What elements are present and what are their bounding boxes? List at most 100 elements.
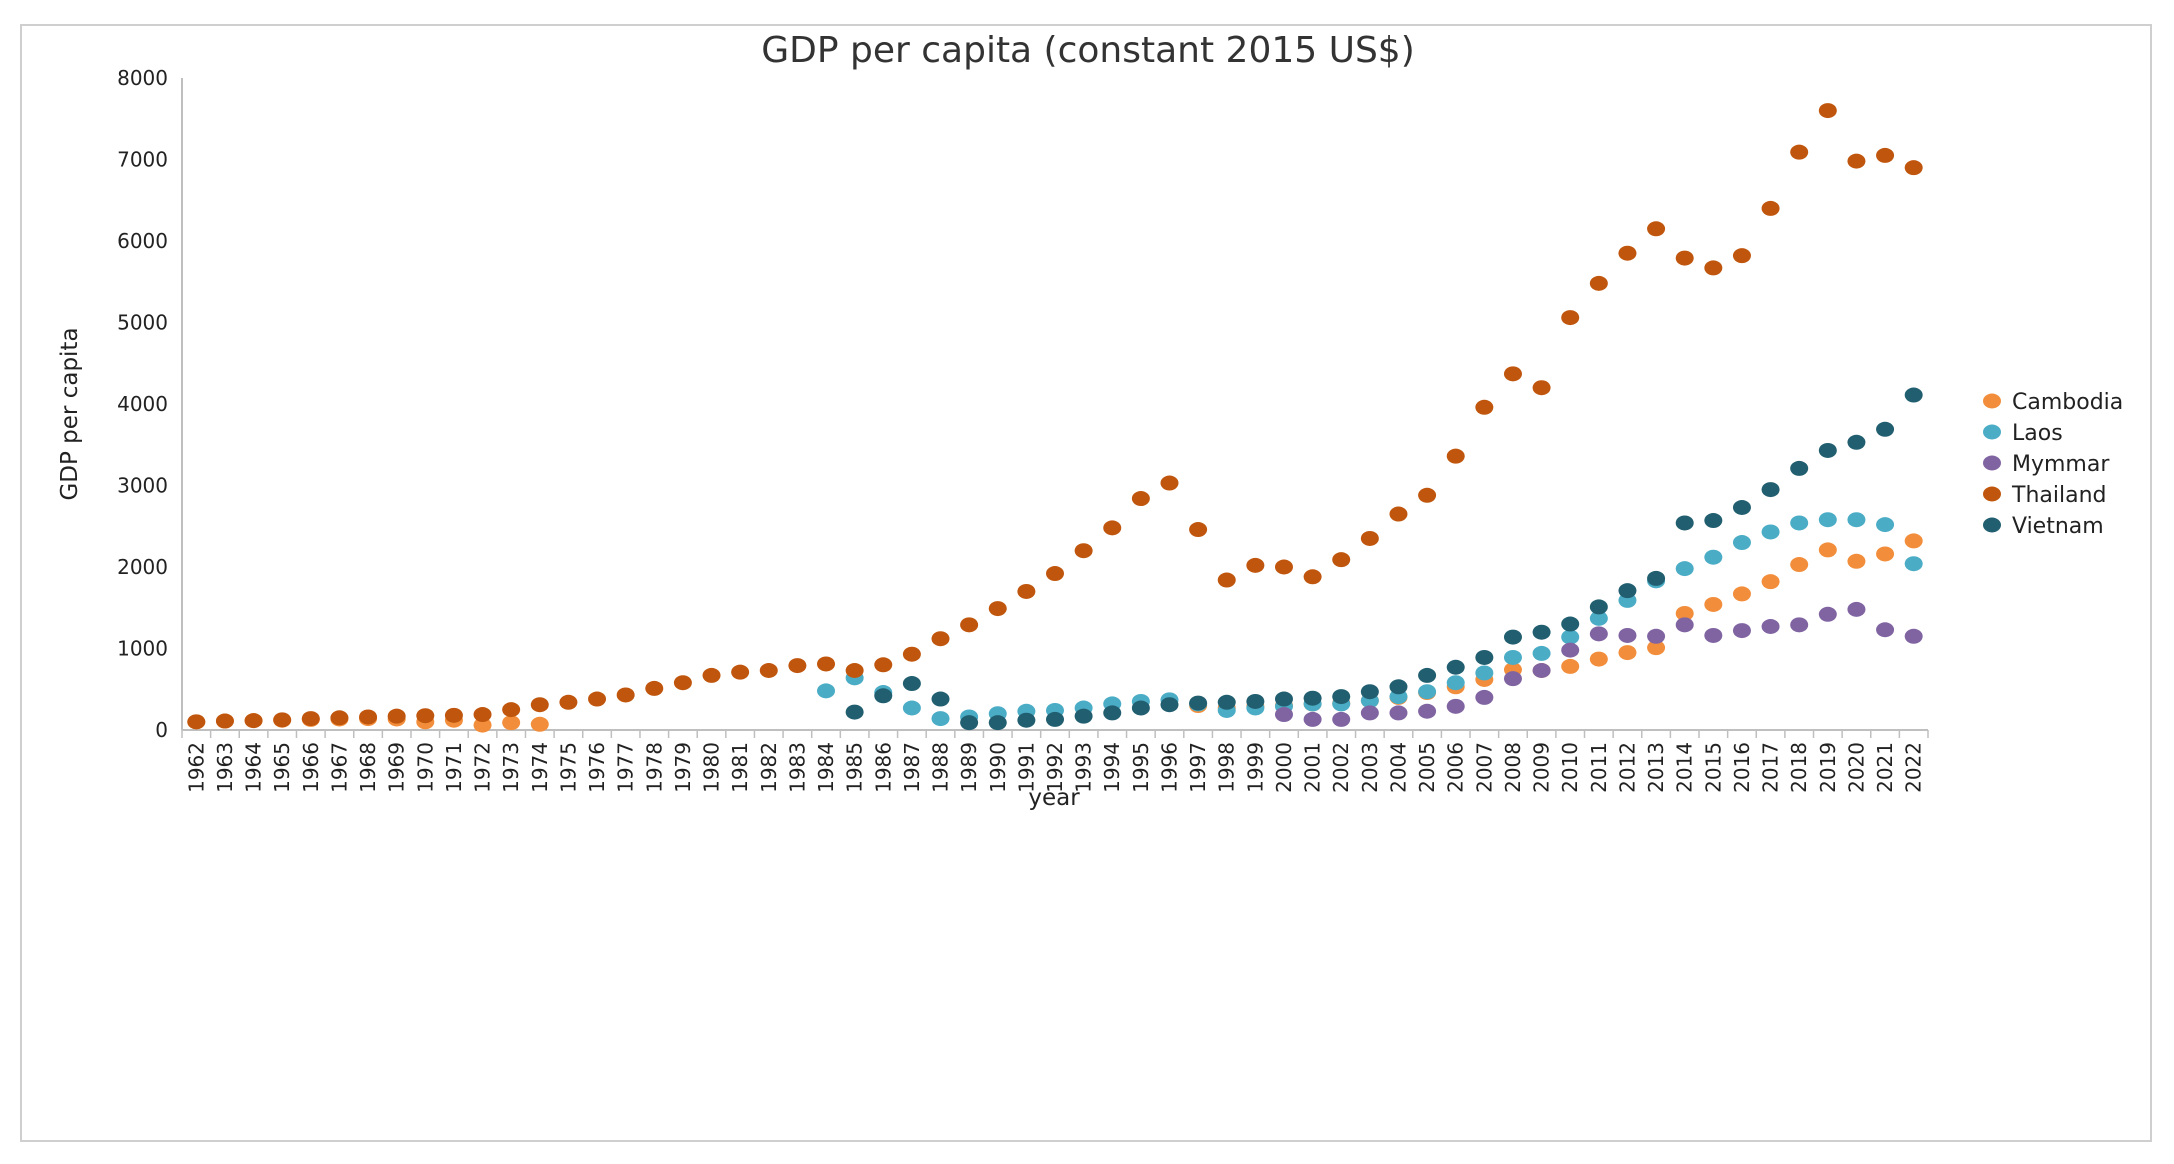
data-point-mymmar [1532, 663, 1551, 679]
x-tick-label: 2000 [1272, 742, 1296, 793]
data-point-vietnam [1160, 697, 1179, 713]
data-point-thailand [359, 709, 378, 725]
x-tick-label: 2001 [1301, 742, 1325, 793]
x-tick-label: 1973 [499, 742, 523, 793]
x-tick-label: 1996 [1157, 742, 1181, 793]
x-tick-label: 2014 [1673, 742, 1697, 793]
data-point-thailand [902, 646, 921, 662]
data-point-thailand [1160, 475, 1179, 491]
data-point-vietnam [1217, 694, 1236, 710]
data-point-laos [817, 683, 836, 699]
x-tick-label: 1964 [242, 742, 266, 793]
x-tick-label: 1980 [700, 742, 724, 793]
data-point-cambodia [502, 715, 521, 731]
x-tick-label: 1993 [1072, 742, 1096, 793]
legend-marker [1983, 486, 2001, 502]
data-point-thailand [788, 658, 807, 674]
data-point-thailand [1046, 566, 1064, 582]
data-point-thailand [960, 617, 979, 633]
data-point-cambodia [1790, 557, 1809, 573]
x-tick-label: 1987 [900, 742, 924, 793]
y-axis-title: GDP per capita [57, 327, 83, 500]
y-tick-label: 3000 [117, 474, 168, 498]
x-tick-label: 1994 [1100, 742, 1124, 793]
data-point-mymmar [1589, 626, 1608, 642]
x-tick-label: 2010 [1558, 742, 1582, 793]
x-tick-label: 2011 [1587, 742, 1611, 793]
x-tick-label: 1963 [213, 742, 237, 793]
data-point-laos [1761, 524, 1780, 540]
data-point-vietnam [1475, 649, 1494, 665]
data-point-thailand [244, 713, 263, 729]
data-point-thailand [1847, 153, 1866, 169]
x-tick-label: 1999 [1243, 742, 1267, 793]
data-point-thailand [1732, 248, 1751, 264]
data-point-thailand [616, 687, 635, 703]
data-point-laos [1904, 556, 1923, 572]
data-point-cambodia [530, 716, 549, 732]
data-point-vietnam [1503, 629, 1522, 645]
x-tick-label: 1981 [728, 742, 752, 793]
data-point-vietnam [1618, 583, 1637, 599]
data-point-vietnam [988, 715, 1007, 731]
data-point-thailand [988, 601, 1007, 617]
data-point-mymmar [1847, 601, 1866, 617]
data-point-thailand [1189, 522, 1208, 538]
x-tick-label: 1965 [270, 742, 294, 793]
x-tick-label: 2013 [1644, 742, 1668, 793]
x-tick-label: 2018 [1787, 742, 1811, 793]
data-point-vietnam [1876, 421, 1895, 437]
data-point-cambodia [1818, 542, 1837, 558]
data-point-cambodia [1847, 553, 1866, 569]
data-point-vietnam [1017, 712, 1036, 728]
data-point-mymmar [1418, 703, 1437, 719]
data-point-cambodia [1761, 574, 1780, 590]
legend-marker [1983, 517, 2001, 533]
data-point-thailand [502, 702, 521, 718]
y-tick-label: 6000 [117, 229, 168, 253]
data-point-thailand [731, 664, 750, 680]
x-tick-label: 1983 [785, 742, 809, 793]
x-tick-label: 2016 [1730, 742, 1754, 793]
gdp-scatter-chart: GDP per capita (constant 2015 US$) GDP p… [57, 30, 2123, 811]
data-point-thailand [1532, 380, 1551, 396]
x-tick-label: 2015 [1701, 742, 1725, 793]
y-tick-label: 0 [155, 718, 168, 742]
legend-label: Vietnam [2012, 514, 2104, 539]
data-point-thailand [817, 656, 836, 672]
data-point-thailand [387, 708, 406, 724]
legend-label: Thailand [2011, 483, 2106, 508]
data-point-thailand [473, 707, 492, 723]
data-point-mymmar [1618, 627, 1637, 643]
data-point-laos [1876, 517, 1895, 533]
data-point-cambodia [1704, 596, 1723, 612]
data-point-thailand [1103, 520, 1122, 536]
x-tick-label: 1988 [929, 742, 953, 793]
legend-label: Cambodia [2012, 390, 2123, 415]
data-point-thailand [845, 663, 864, 679]
data-point-laos [902, 700, 921, 716]
data-point-vietnam [1818, 442, 1837, 458]
data-point-laos [1589, 610, 1608, 626]
x-tick-label: 1967 [327, 742, 351, 793]
data-point-vietnam [1589, 599, 1608, 615]
x-axis-title: year [1028, 785, 1080, 811]
data-point-vietnam [902, 676, 921, 692]
data-point-vietnam [1046, 711, 1064, 727]
data-point-thailand [301, 711, 320, 727]
x-tick-label: 1990 [986, 742, 1010, 793]
legend: Cambodia Laos Mymmar Thailand Vietnam [1983, 390, 2123, 539]
data-point-thailand [645, 680, 664, 696]
data-point-cambodia [1589, 651, 1608, 667]
x-tick-label: 2012 [1615, 742, 1639, 793]
data-point-laos [1732, 535, 1751, 551]
data-point-vietnam [1732, 500, 1751, 516]
data-point-mymmar [1503, 671, 1522, 687]
x-tick-label: 1992 [1043, 742, 1067, 793]
x-tick-label: 1989 [957, 742, 981, 793]
x-tick-label: 2020 [1844, 742, 1868, 793]
data-point-laos [1532, 645, 1551, 661]
data-point-thailand [444, 707, 463, 723]
data-point-thailand [330, 710, 349, 726]
x-tick-label: 1972 [471, 742, 495, 793]
